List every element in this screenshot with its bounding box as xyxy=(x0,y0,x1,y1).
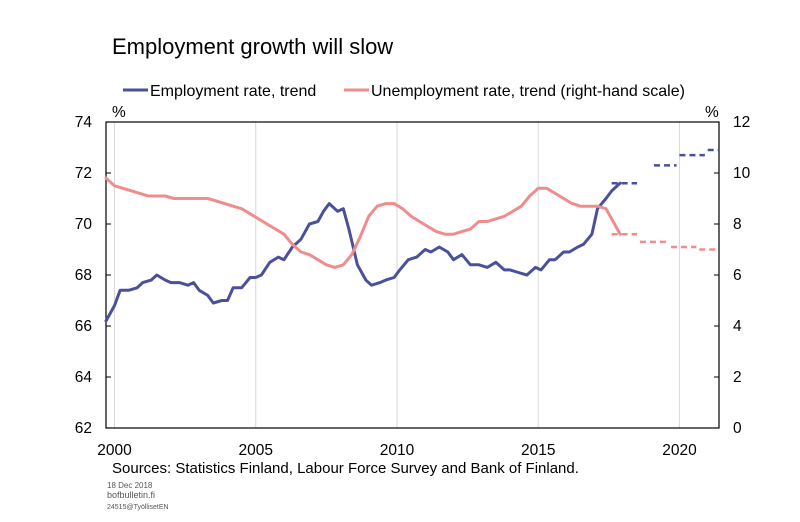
left-tick-label-62: 62 xyxy=(75,420,92,437)
right-tick-label-0: 0 xyxy=(733,420,742,437)
right-tick-label-6: 6 xyxy=(733,267,742,284)
series-layer xyxy=(104,148,719,323)
plot-frame xyxy=(105,121,720,429)
legend-label-unemployment: Unemployment rate, trend (right-hand sca… xyxy=(371,83,685,100)
right-axis-ticks: 0 2 4 6 8 10 12 xyxy=(714,114,751,437)
chart-code: 24515@TyöllisetEN xyxy=(107,504,169,511)
left-tick-label-72: 72 xyxy=(75,165,92,182)
right-axis-unit: % xyxy=(705,104,719,121)
left-axis-ticks: 62 64 66 68 70 72 74 xyxy=(75,114,111,437)
x-tick-label-2010: 2010 xyxy=(380,442,415,459)
x-tick-label-2020: 2020 xyxy=(662,442,697,459)
legend-label-employment: Employment rate, trend xyxy=(150,83,316,100)
x-tick-label-2000: 2000 xyxy=(97,442,132,459)
x-axis-ticks: 2000 2005 2010 2015 2020 xyxy=(97,442,697,459)
right-tick-label-4: 4 xyxy=(733,318,742,335)
sources-note: Sources: Statistics Finland, Labour Forc… xyxy=(112,460,579,477)
site-name: bofbulletin.fi xyxy=(107,490,155,500)
publication-date: 18 Dec 2018 xyxy=(107,481,153,490)
right-tick-label-12: 12 xyxy=(733,114,750,131)
x-tick-label-2015: 2015 xyxy=(521,442,555,459)
series-line-unemployment xyxy=(104,176,622,269)
left-axis-unit: % xyxy=(112,104,126,121)
x-tick-label-2005: 2005 xyxy=(238,442,272,459)
left-tick-label-74: 74 xyxy=(75,114,93,131)
legend: Employment rate, trend Unemployment rate… xyxy=(123,83,685,100)
left-tick-label-66: 66 xyxy=(75,318,92,335)
left-tick-label-64: 64 xyxy=(75,369,93,386)
series-line-employment xyxy=(104,181,622,323)
right-tick-label-10: 10 xyxy=(733,165,751,182)
left-tick-label-68: 68 xyxy=(75,267,92,284)
chart-title: Employment growth will slow xyxy=(112,34,393,59)
right-tick-label-8: 8 xyxy=(733,216,742,233)
right-tick-label-2: 2 xyxy=(733,369,742,386)
left-tick-label-70: 70 xyxy=(75,216,93,233)
